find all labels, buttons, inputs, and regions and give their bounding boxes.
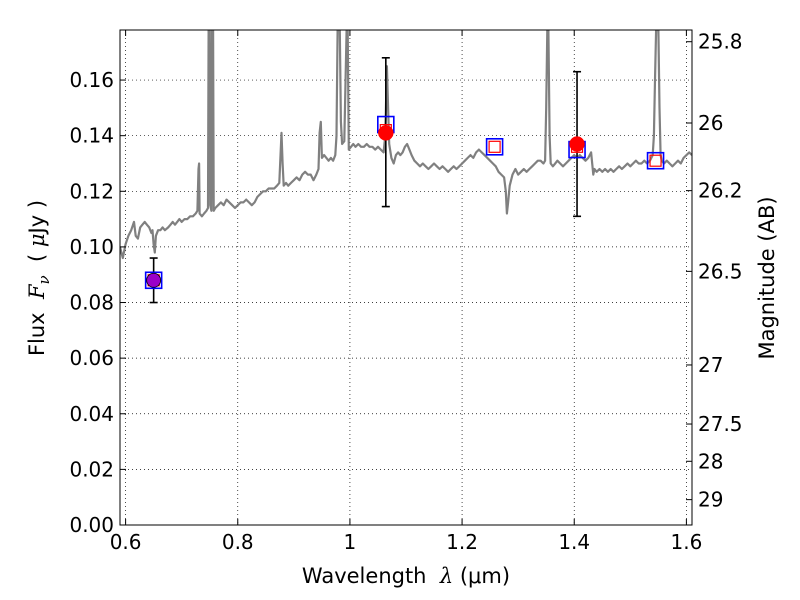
markers	[144, 57, 665, 304]
model-inner-square	[649, 154, 662, 167]
plot-content	[120, 30, 692, 260]
y-tick-label: 0.00	[69, 513, 114, 537]
x-label-unit: (μm)	[453, 564, 510, 588]
y-tick-label: 0.16	[69, 68, 114, 92]
y-label-unit: Jy )	[25, 200, 49, 236]
y-tick-label: 0.08	[69, 291, 114, 315]
y-label-symbol: F	[25, 283, 49, 300]
y-label-unit-mu: μ	[25, 233, 49, 247]
x-tick-label: 1	[344, 530, 357, 554]
mag-tick-label: 25.8	[698, 30, 743, 54]
model-square	[144, 271, 163, 290]
x-tick-label: 1.2	[446, 530, 478, 554]
y-tick-label: 0.12	[69, 179, 114, 203]
mag-tick-label: 27	[698, 353, 723, 377]
plot-background	[120, 30, 692, 525]
y-label-prefix: Flux	[25, 299, 49, 356]
x-tick-label: 0.6	[110, 530, 142, 554]
mag-tick-label: 29	[698, 488, 723, 512]
model-square	[485, 137, 504, 156]
y-tick-label: 0.10	[69, 235, 114, 259]
y-axis-label: Flux Fν ( μJy )	[25, 200, 53, 356]
model-square	[646, 151, 665, 170]
x-tick-label: 0.8	[222, 530, 254, 554]
y2-axis-label: Magnitude (AB)	[755, 196, 779, 359]
x-label-symbol: λ	[439, 564, 453, 588]
y-tick-label: 0.06	[69, 346, 114, 370]
x-tick-label: 1.4	[558, 530, 590, 554]
observed-point	[569, 136, 585, 152]
mag-tick-label: 26	[698, 111, 723, 135]
x-label-prefix: Wavelength	[302, 564, 440, 588]
ticks: 0.6 0.8 1 1.2 1.4 1.6 0.00 0.02 0.04 0.06 0.08 0.10…	[69, 30, 742, 554]
y-label-unit-open: (	[25, 247, 49, 275]
x-tick-label: 1.6	[670, 530, 702, 554]
y-tick-label: 0.14	[69, 124, 114, 148]
mag-tick-label: 27.5	[698, 412, 743, 436]
observed-point	[378, 125, 394, 141]
y-tick-label: 0.04	[69, 402, 114, 426]
y-label-subscript: ν	[35, 275, 53, 284]
mag-tick-label: 28	[698, 449, 723, 473]
purple-point	[146, 272, 162, 288]
model-inner-square	[488, 140, 501, 153]
y-tick-label: 0.02	[69, 457, 114, 481]
mag-tick-label: 26.2	[698, 179, 743, 203]
x-axis-label: Wavelength λ (μm)	[302, 564, 510, 588]
spectrum-line	[120, 30, 692, 260]
mag-tick-label: 26.5	[698, 259, 743, 283]
plot-frame	[119, 29, 693, 526]
